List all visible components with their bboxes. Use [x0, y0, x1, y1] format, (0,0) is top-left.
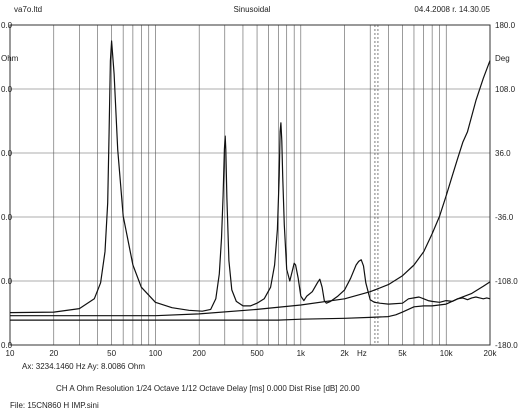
left-tick-label: 0.0: [1, 149, 13, 158]
cursor-readout: Ax: 3234.1460 Hz Ay: 8.0086 Ohm: [22, 362, 145, 371]
header-timestamp: 04.4.2008 r. 14.30.05: [414, 5, 490, 14]
left-axis-unit: Ohm: [1, 54, 19, 63]
x-tick-label: 20: [49, 349, 58, 358]
x-tick-label: 50: [107, 349, 116, 358]
series-line-phase: [10, 60, 491, 317]
right-tick-label: -180.0: [495, 341, 518, 350]
left-tick-label: 0.0: [1, 277, 13, 286]
left-tick-label: 0.0: [1, 213, 13, 222]
x-tick-label: 20k: [484, 349, 498, 358]
series-line-impedance: [9, 40, 491, 314]
x-tick-label: 10k: [440, 349, 454, 358]
x-tick-label: 10: [6, 349, 15, 358]
left-tick-label: 0.0: [1, 21, 13, 30]
x-tick-label: 5k: [398, 349, 407, 358]
x-tick-labels: 10 20 50 100 200 500 1k 2k 5k 10k 20k: [6, 349, 498, 358]
header-brand: va7o.ltd: [14, 5, 42, 14]
x-axis-unit: Hz: [357, 349, 367, 358]
right-tick-label: 108.0: [495, 85, 516, 94]
left-tick-label: 0.0: [1, 341, 13, 350]
file-name: File: 15CN860 H IMP.sini: [10, 401, 99, 410]
series-line-third: [10, 281, 491, 321]
header-title: Sinusoidal: [234, 5, 271, 14]
left-tick-label: 0.0: [1, 85, 13, 94]
series-group: [9, 40, 491, 321]
right-tick-labels: 180.0 108.0 36.0 -36.0 -108.0 -180.0: [495, 21, 518, 350]
right-tick-label: 36.0: [495, 149, 511, 158]
x-tick-label: 500: [250, 349, 264, 358]
x-tick-label: 200: [193, 349, 207, 358]
left-tick-labels: 0.0 0.0 0.0 0.0 0.0 0.0: [1, 21, 13, 350]
right-tick-label: -36.0: [495, 213, 514, 222]
right-tick-label: -108.0: [495, 277, 518, 286]
x-tick-label: 1k: [297, 349, 306, 358]
x-tick-label: 100: [149, 349, 163, 358]
right-tick-label: 180.0: [495, 21, 516, 30]
plot-frame: [9, 24, 491, 346]
x-tick-label: 2k: [340, 349, 349, 358]
right-axis-unit: Deg: [495, 54, 510, 63]
measurement-settings: CH A Ohm Resolution 1/24 Octave 1/12 Oct…: [56, 384, 360, 393]
